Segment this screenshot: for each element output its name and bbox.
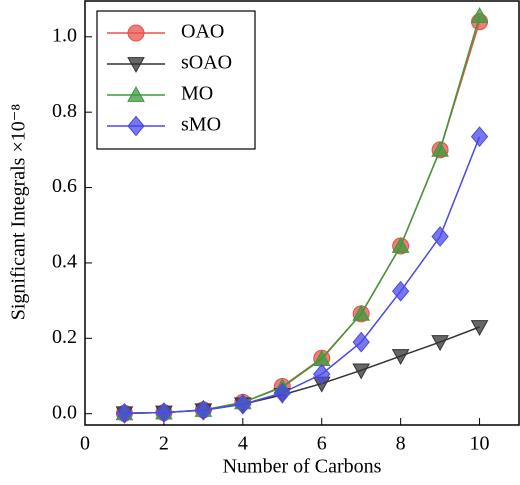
point (431, 140, 449, 157)
y-tick-label: 0.0 (52, 401, 77, 423)
legend-marker (127, 115, 145, 137)
plot-frame (84, 0, 520, 426)
y-tick-label: 0.8 (52, 100, 77, 122)
legend-label: MO (181, 83, 213, 105)
series-line (124, 136, 481, 415)
x-tick-label: 6 (317, 433, 327, 455)
legend-label: sMO (181, 114, 221, 136)
series-line (124, 326, 480, 415)
point (194, 399, 213, 421)
x-tick-label: 8 (396, 433, 406, 455)
y-tick-label: 0.4 (52, 251, 77, 273)
legend-label: sOAO (181, 52, 232, 74)
legend-marker (127, 24, 145, 42)
point (155, 402, 173, 423)
legend-label: OAO (181, 21, 224, 43)
y-tick-label: 1.0 (52, 24, 77, 46)
point (470, 7, 489, 23)
point (431, 335, 449, 352)
point (391, 280, 410, 302)
y-axis-label: Significant Integrals ×10⁻⁸ (8, 104, 30, 321)
x-tick-label: 2 (159, 433, 169, 455)
point (391, 349, 410, 366)
point (470, 320, 489, 337)
point (115, 402, 134, 424)
point (352, 304, 371, 321)
point (273, 382, 291, 404)
point (313, 363, 331, 385)
legend-marker (127, 57, 145, 74)
legend-box (96, 10, 256, 150)
point (431, 226, 449, 247)
y-tick-label: 0.2 (52, 326, 77, 348)
legend-marker (127, 85, 145, 102)
x-tick-label: 10 (470, 433, 490, 455)
point (234, 393, 252, 415)
x-tick-label: 4 (238, 433, 248, 455)
point (391, 236, 410, 253)
y-tick-label: 0.6 (52, 175, 77, 197)
point (352, 363, 371, 380)
point (470, 126, 489, 148)
point (352, 331, 370, 353)
x-tick-label: 0 (80, 433, 90, 455)
x-axis-label: Number of Carbons (223, 456, 382, 478)
